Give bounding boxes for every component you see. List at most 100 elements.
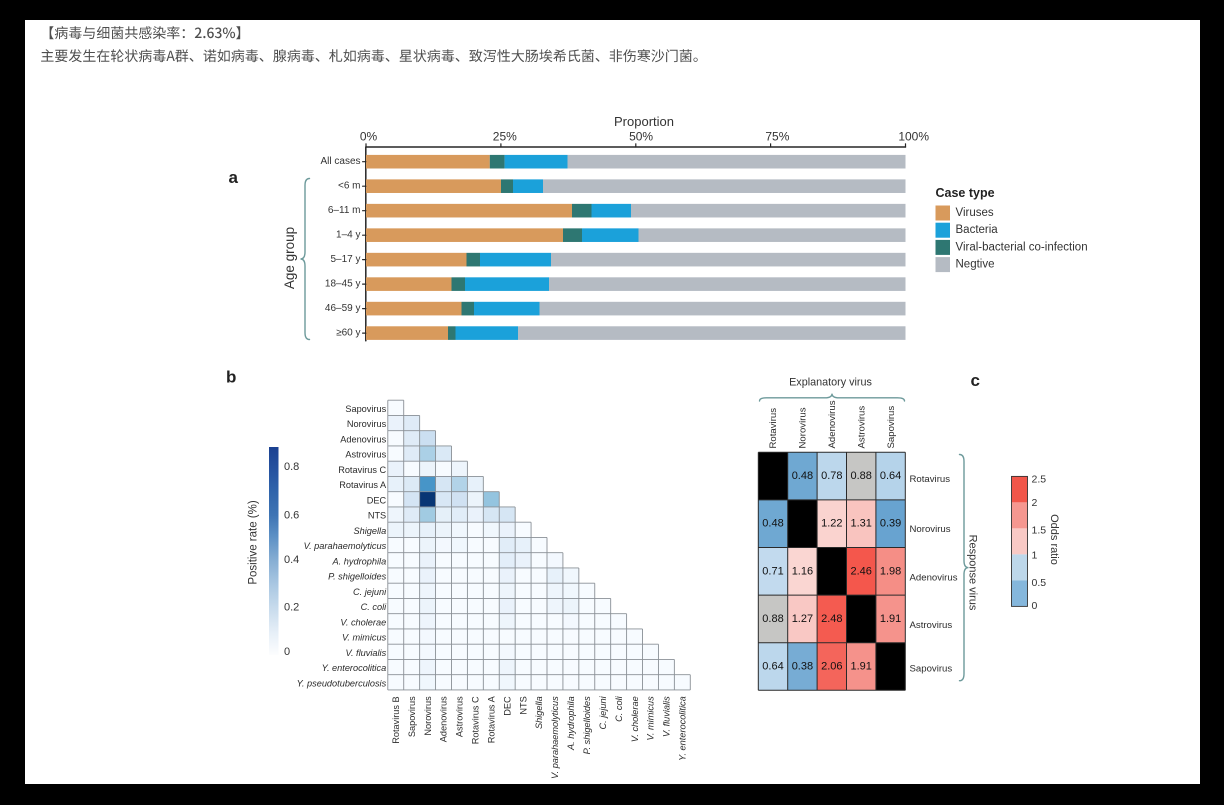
svg-text:1.91: 1.91 xyxy=(880,613,901,625)
svg-text:Adenovirus: Adenovirus xyxy=(827,400,838,448)
svg-text:0.64: 0.64 xyxy=(880,470,901,482)
svg-text:V. parahaemolyticus: V. parahaemolyticus xyxy=(304,541,387,551)
svg-text:75%: 75% xyxy=(765,130,789,144)
svg-text:Rotavirus: Rotavirus xyxy=(768,408,779,449)
svg-text:V. parahaemolyticus: V. parahaemolyticus xyxy=(550,696,560,779)
svg-text:0.4: 0.4 xyxy=(284,554,299,566)
svg-text:C. jejuni: C. jejuni xyxy=(598,695,608,729)
svg-text:2: 2 xyxy=(1032,497,1038,509)
svg-text:0.48: 0.48 xyxy=(792,470,813,482)
svg-text:Shigella: Shigella xyxy=(353,526,386,536)
svg-text:b: b xyxy=(226,368,236,387)
svg-text:Proportion: Proportion xyxy=(614,114,674,129)
svg-text:All cases: All cases xyxy=(320,156,360,167)
svg-text:5–17 y: 5–17 y xyxy=(330,254,360,265)
svg-text:Norovirus: Norovirus xyxy=(910,524,951,535)
svg-text:Adenovirus: Adenovirus xyxy=(340,434,386,444)
svg-text:A. hydrophila: A. hydrophila xyxy=(332,556,387,566)
svg-text:2.5: 2.5 xyxy=(1032,474,1047,486)
svg-text:1.91: 1.91 xyxy=(850,661,871,673)
svg-text:Sapovirus: Sapovirus xyxy=(407,696,417,737)
svg-text:2.06: 2.06 xyxy=(821,661,842,673)
svg-text:1.22: 1.22 xyxy=(821,518,842,530)
svg-text:A. hydrophila: A. hydrophila xyxy=(566,696,576,751)
svg-text:Adenovirus: Adenovirus xyxy=(910,573,958,584)
svg-text:P. shigelloides: P. shigelloides xyxy=(582,696,592,754)
svg-text:Rotavirus B: Rotavirus B xyxy=(391,696,401,744)
svg-text:NTS: NTS xyxy=(518,696,528,714)
svg-text:Case type: Case type xyxy=(936,186,995,200)
svg-text:0.64: 0.64 xyxy=(762,661,783,673)
svg-text:Y. enterocolitica: Y. enterocolitica xyxy=(678,696,688,761)
svg-text:C. coli: C. coli xyxy=(614,695,624,721)
svg-text:0.38: 0.38 xyxy=(792,661,813,673)
svg-text:Viral-bacterial co-infection: Viral-bacterial co-infection xyxy=(956,241,1088,253)
svg-text:Viruses: Viruses xyxy=(956,207,994,219)
svg-text:1.31: 1.31 xyxy=(850,518,871,530)
svg-text:Y. enterocolitica: Y. enterocolitica xyxy=(322,663,387,673)
svg-text:Rotavirus C: Rotavirus C xyxy=(338,465,386,475)
svg-text:0.88: 0.88 xyxy=(850,470,871,482)
svg-text:0.8: 0.8 xyxy=(284,461,299,473)
svg-text:Odds ratio: Odds ratio xyxy=(1048,514,1060,565)
svg-text:Astrovirus: Astrovirus xyxy=(910,620,953,631)
svg-text:1.27: 1.27 xyxy=(792,613,813,625)
svg-text:V. cholerae: V. cholerae xyxy=(630,696,640,742)
svg-text:Sapovirus: Sapovirus xyxy=(886,406,897,449)
svg-text:V. cholerae: V. cholerae xyxy=(340,617,386,627)
svg-text:50%: 50% xyxy=(629,130,653,144)
svg-text:DEC: DEC xyxy=(502,696,512,716)
svg-text:c: c xyxy=(971,371,980,390)
svg-text:V. mimicus: V. mimicus xyxy=(646,696,656,741)
svg-text:Astrovirus: Astrovirus xyxy=(856,406,867,449)
svg-text:Sapovirus: Sapovirus xyxy=(910,664,953,675)
svg-text:DEC: DEC xyxy=(367,495,387,505)
svg-text:V. mimicus: V. mimicus xyxy=(342,633,387,643)
svg-text:0.5: 0.5 xyxy=(1032,577,1047,589)
svg-text:6–11 m: 6–11 m xyxy=(328,205,361,216)
svg-text:1.98: 1.98 xyxy=(880,565,901,577)
svg-text:0: 0 xyxy=(1032,600,1038,612)
svg-text:C. coli: C. coli xyxy=(361,602,387,612)
svg-text:1.16: 1.16 xyxy=(792,565,813,577)
svg-text:Shigella: Shigella xyxy=(534,696,544,729)
svg-text:1.5: 1.5 xyxy=(1032,525,1047,537)
svg-text:Astrovirus: Astrovirus xyxy=(455,696,465,737)
svg-text:0.78: 0.78 xyxy=(821,470,842,482)
svg-text:NTS: NTS xyxy=(368,511,386,521)
svg-text:a: a xyxy=(229,168,239,187)
svg-text:<6 m: <6 m xyxy=(338,181,361,192)
svg-text:2.48: 2.48 xyxy=(821,613,842,625)
svg-text:0: 0 xyxy=(284,646,290,658)
svg-text:Rotavirus A: Rotavirus A xyxy=(339,480,387,490)
svg-text:0.48: 0.48 xyxy=(762,518,783,530)
svg-text:Negtive: Negtive xyxy=(956,259,995,271)
svg-text:V. fluvialis: V. fluvialis xyxy=(346,648,387,658)
svg-text:2.46: 2.46 xyxy=(850,565,871,577)
svg-text:Norovirus: Norovirus xyxy=(423,696,433,736)
svg-text:Rotavirus: Rotavirus xyxy=(910,474,951,485)
svg-text:0.39: 0.39 xyxy=(880,518,901,530)
svg-text:P. shigelloides: P. shigelloides xyxy=(328,572,386,582)
svg-text:Explanatory virus: Explanatory virus xyxy=(789,377,872,389)
svg-text:25%: 25% xyxy=(493,130,517,144)
svg-text:Response virus: Response virus xyxy=(967,535,979,611)
svg-text:V. fluvialis: V. fluvialis xyxy=(662,696,672,737)
svg-text:0%: 0% xyxy=(360,130,378,144)
svg-text:46–59 y: 46–59 y xyxy=(325,303,361,314)
svg-text:Bacteria: Bacteria xyxy=(956,224,999,236)
svg-text:Rotavirus C: Rotavirus C xyxy=(471,696,481,744)
svg-text:Y. pseudotuberculosis: Y. pseudotuberculosis xyxy=(297,678,387,688)
svg-text:0.71: 0.71 xyxy=(762,565,783,577)
svg-text:Norovirus: Norovirus xyxy=(347,419,387,429)
svg-text:Positive rate (%): Positive rate (%) xyxy=(248,500,260,585)
svg-text:0.6: 0.6 xyxy=(284,510,299,522)
svg-text:Adenovirus: Adenovirus xyxy=(439,696,449,742)
svg-text:0.88: 0.88 xyxy=(762,613,783,625)
svg-text:Sapovirus: Sapovirus xyxy=(345,404,386,414)
svg-text:1: 1 xyxy=(1032,550,1038,562)
svg-text:Age group: Age group xyxy=(282,227,297,289)
svg-text:18–45 y: 18–45 y xyxy=(325,279,361,290)
svg-text:100%: 100% xyxy=(898,130,929,144)
svg-text:Astrovirus: Astrovirus xyxy=(345,450,386,460)
